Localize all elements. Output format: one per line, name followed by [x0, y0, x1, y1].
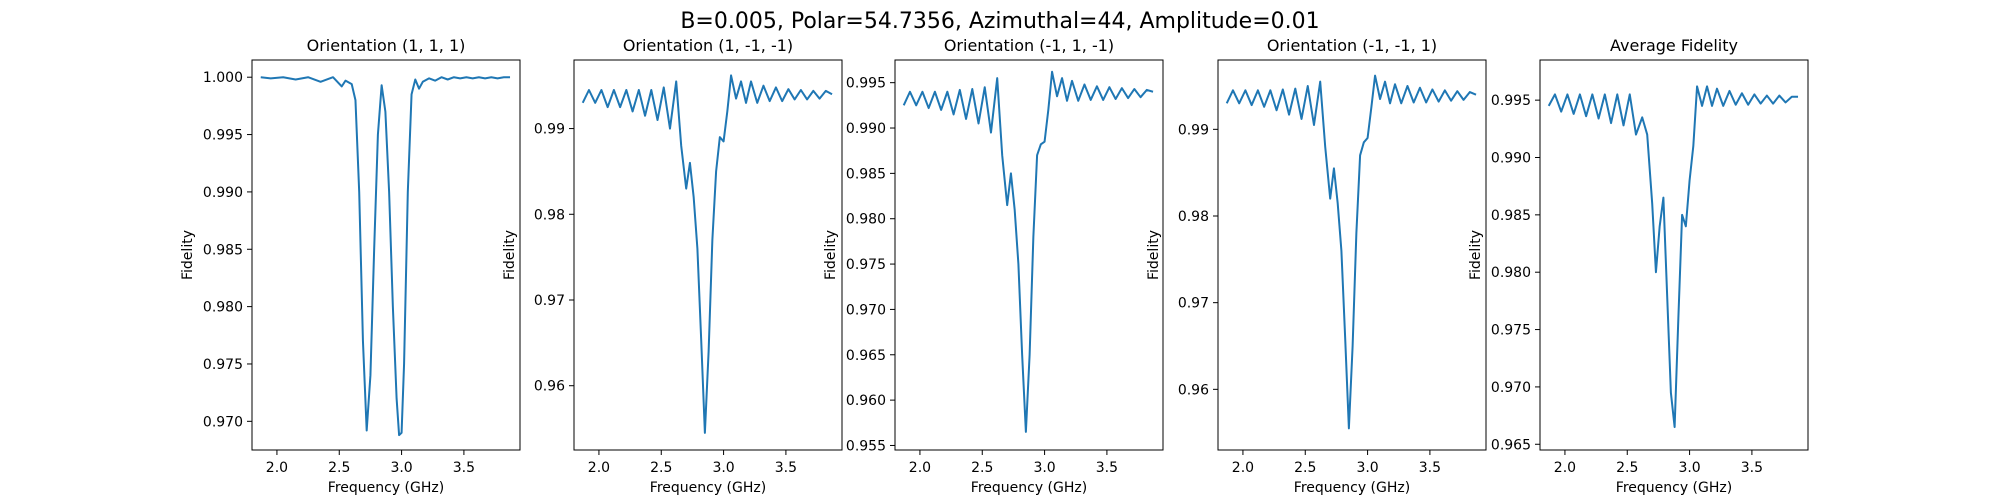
- x-tick-label: 2.5: [650, 460, 672, 476]
- x-axis-label: Frequency (GHz): [971, 480, 1087, 496]
- series-line: [1547, 85, 1799, 429]
- axes-frame: [1539, 59, 1809, 451]
- y-tick-label: 0.96: [534, 379, 565, 395]
- x-axis-label: Frequency (GHz): [328, 480, 444, 496]
- subplot-4: Orientation (-1, -1, 1) 2.0 2.5 3.0 3.5 0.96 0…: [1146, 36, 1487, 496]
- x-tick-label: 2.5: [328, 460, 350, 476]
- x-tick-label: 3.5: [1096, 460, 1118, 476]
- y-axis-label: Fidelity: [502, 230, 518, 280]
- x-tick-label: 3.0: [1033, 460, 1055, 476]
- y-tick-label: 0.985: [1491, 208, 1531, 224]
- y-tick-label: 0.97: [1178, 296, 1209, 312]
- y-axis-label: Fidelity: [823, 230, 839, 280]
- y-tick-label: 0.990: [203, 185, 243, 201]
- y-tick-label: 0.96: [1178, 382, 1209, 398]
- axes-frame: [573, 59, 843, 451]
- axes-frame: [251, 59, 521, 451]
- x-tick-label: 3.0: [1678, 460, 1700, 476]
- y-tick-label: 0.98: [1178, 209, 1209, 225]
- x-tick-label: 2.0: [588, 460, 610, 476]
- y-axis-label: Fidelity: [1468, 230, 1484, 280]
- subplot-3: Orientation (-1, 1, -1) 2.0 2.5 3.0 3.5 0.955…: [823, 36, 1164, 496]
- series-line: [902, 70, 1154, 433]
- y-tick-label: 0.995: [846, 76, 886, 92]
- x-tick-label: 3.0: [390, 460, 412, 476]
- x-tick-label: 3.5: [1741, 460, 1763, 476]
- x-tick-label: 3.5: [775, 460, 797, 476]
- y-tick-label: 0.995: [1491, 93, 1531, 109]
- y-tick-label: 0.975: [846, 257, 886, 273]
- x-tick-label: 3.5: [453, 460, 475, 476]
- y-tick-label: 0.995: [203, 128, 243, 144]
- subplot-title: Orientation (-1, 1, -1): [944, 36, 1114, 55]
- y-tick-label: 0.970: [1491, 380, 1531, 396]
- x-tick-label: 2.0: [1232, 460, 1254, 476]
- x-axis-label: Frequency (GHz): [1616, 480, 1732, 496]
- x-tick-label: 2.0: [1554, 460, 1576, 476]
- subplot-5: Average Fidelity 2.0 2.5 3.0 3.5 0.965 0.970 0.…: [1468, 36, 1809, 496]
- subplot-title: Orientation (-1, -1, 1): [1267, 36, 1437, 55]
- y-tick-label: 0.975: [1491, 323, 1531, 339]
- y-axis-label: Fidelity: [180, 230, 196, 280]
- y-tick-label: 0.990: [846, 121, 886, 137]
- subplot-title: Orientation (1, -1, -1): [623, 36, 793, 55]
- x-tick-label: 2.5: [1616, 460, 1638, 476]
- y-tick-label: 0.98: [534, 207, 565, 223]
- y-tick-label: 0.970: [203, 414, 243, 430]
- subplot-title: Average Fidelity: [1610, 36, 1738, 55]
- y-tick-label: 0.980: [846, 212, 886, 228]
- figure-suptitle: B=0.005, Polar=54.7356, Azimuthal=44, Am…: [680, 9, 1319, 34]
- y-tick-label: 0.980: [1491, 265, 1531, 281]
- y-tick-label: 0.955: [846, 438, 886, 454]
- y-tick-label: 0.99: [534, 122, 565, 138]
- x-axis-label: Frequency (GHz): [650, 480, 766, 496]
- x-tick-label: 3.5: [1419, 460, 1441, 476]
- y-tick-label: 1.000: [203, 70, 243, 86]
- x-tick-label: 2.5: [971, 460, 993, 476]
- subplot-2: Orientation (1, -1, -1) 2.0 2.5 3.0 3.5 0.96 0…: [502, 36, 843, 496]
- y-tick-label: 0.975: [203, 357, 243, 373]
- y-tick-label: 0.985: [203, 242, 243, 258]
- x-tick-label: 2.0: [266, 460, 288, 476]
- series-line: [581, 74, 833, 434]
- subplot-1: Orientation (1, 1, 1) 2.0 2.5 3.0 3.5 0.970 0.…: [180, 36, 521, 496]
- x-tick-label: 3.0: [712, 460, 734, 476]
- x-tick-label: 2.5: [1294, 460, 1316, 476]
- x-axis-label: Frequency (GHz): [1294, 480, 1410, 496]
- y-tick-label: 0.965: [1491, 437, 1531, 453]
- y-axis-label: Fidelity: [1146, 230, 1162, 280]
- axes-frame: [1217, 59, 1487, 451]
- axes-frame: [894, 59, 1164, 451]
- y-tick-label: 0.99: [1178, 122, 1209, 138]
- x-tick-label: 3.0: [1356, 460, 1378, 476]
- y-tick-label: 0.960: [846, 393, 886, 409]
- series-line: [1225, 74, 1477, 430]
- y-tick-label: 0.985: [846, 166, 886, 182]
- x-tick-label: 2.0: [909, 460, 931, 476]
- series-line: [260, 76, 511, 437]
- y-tick-label: 0.980: [203, 300, 243, 316]
- y-tick-label: 0.970: [846, 302, 886, 318]
- subplots: Orientation (1, 1, 1) 2.0 2.5 3.0 3.5 0.970 0.…: [180, 36, 1809, 496]
- y-tick-label: 0.97: [534, 293, 565, 309]
- y-tick-label: 0.965: [846, 348, 886, 364]
- y-tick-label: 0.990: [1491, 151, 1531, 167]
- subplot-title: Orientation (1, 1, 1): [307, 36, 466, 55]
